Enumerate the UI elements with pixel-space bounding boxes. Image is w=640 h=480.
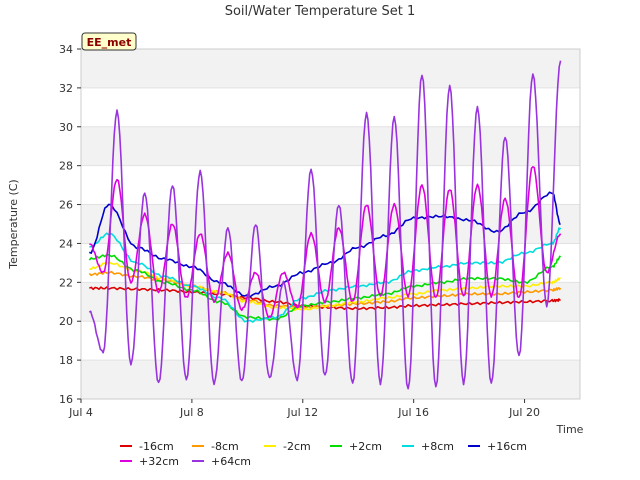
x-tick-label: Jul 8: [179, 406, 204, 419]
x-tick-label: Jul 4: [68, 406, 93, 419]
series-line-plus64cm: [88, 60, 562, 390]
x-tick-label: Jul 12: [286, 406, 318, 419]
y-tick-label: 28: [59, 160, 73, 173]
plot-frame: [80, 48, 581, 400]
grid-band: [81, 165, 580, 205]
y-tick-label: 30: [59, 121, 73, 134]
legend-label: +32cm: [139, 455, 179, 468]
legend-label: +16cm: [487, 440, 527, 453]
x-axis-ticks: Jul 4 Jul 8 Jul 12 Jul 16 Jul 20: [68, 399, 540, 419]
y-tick-label: 22: [59, 276, 73, 289]
legend-label: +2cm: [349, 440, 382, 453]
series-lines: [88, 60, 562, 390]
y-axis-ticks: 16 18 20 22 24 26 28 30 32 34: [59, 43, 81, 406]
legend-label: +64cm: [211, 455, 251, 468]
grid-band: [81, 204, 580, 244]
grid-band: [81, 87, 580, 127]
badge-label: EE_met: [87, 36, 132, 49]
legend-label: -16cm: [139, 440, 174, 453]
grid-band: [81, 126, 580, 166]
series-line-plus16cm: [88, 191, 561, 298]
y-axis-label: Temperature (C): [7, 179, 20, 269]
chart-title: Soil/Water Temperature Set 1: [225, 4, 416, 19]
x-axis-label: Time: [556, 423, 584, 436]
legend-label: +8cm: [421, 440, 454, 453]
grid-band: [81, 49, 580, 88]
y-tick-label: 24: [59, 237, 73, 250]
x-tick-label: Jul 20: [508, 406, 540, 419]
x-tick-label: Jul 16: [397, 406, 429, 419]
y-tick-label: 32: [59, 82, 73, 95]
y-tick-label: 16: [59, 393, 73, 406]
legend-label: -2cm: [283, 440, 311, 453]
y-tick-label: 20: [59, 315, 73, 328]
legend: -16cm -8cm -2cm +2cm +8cm +16cm +32cm +64cm: [120, 440, 527, 468]
station-badge: EE_met: [81, 32, 137, 51]
badge-box: [81, 32, 137, 51]
y-tick-label: 26: [59, 199, 73, 212]
y-tick-label: 34: [59, 43, 73, 56]
y-tick-label: 18: [59, 354, 73, 367]
legend-label: -8cm: [211, 440, 239, 453]
grid-band: [81, 360, 580, 399]
grid-bands: [81, 48, 580, 400]
